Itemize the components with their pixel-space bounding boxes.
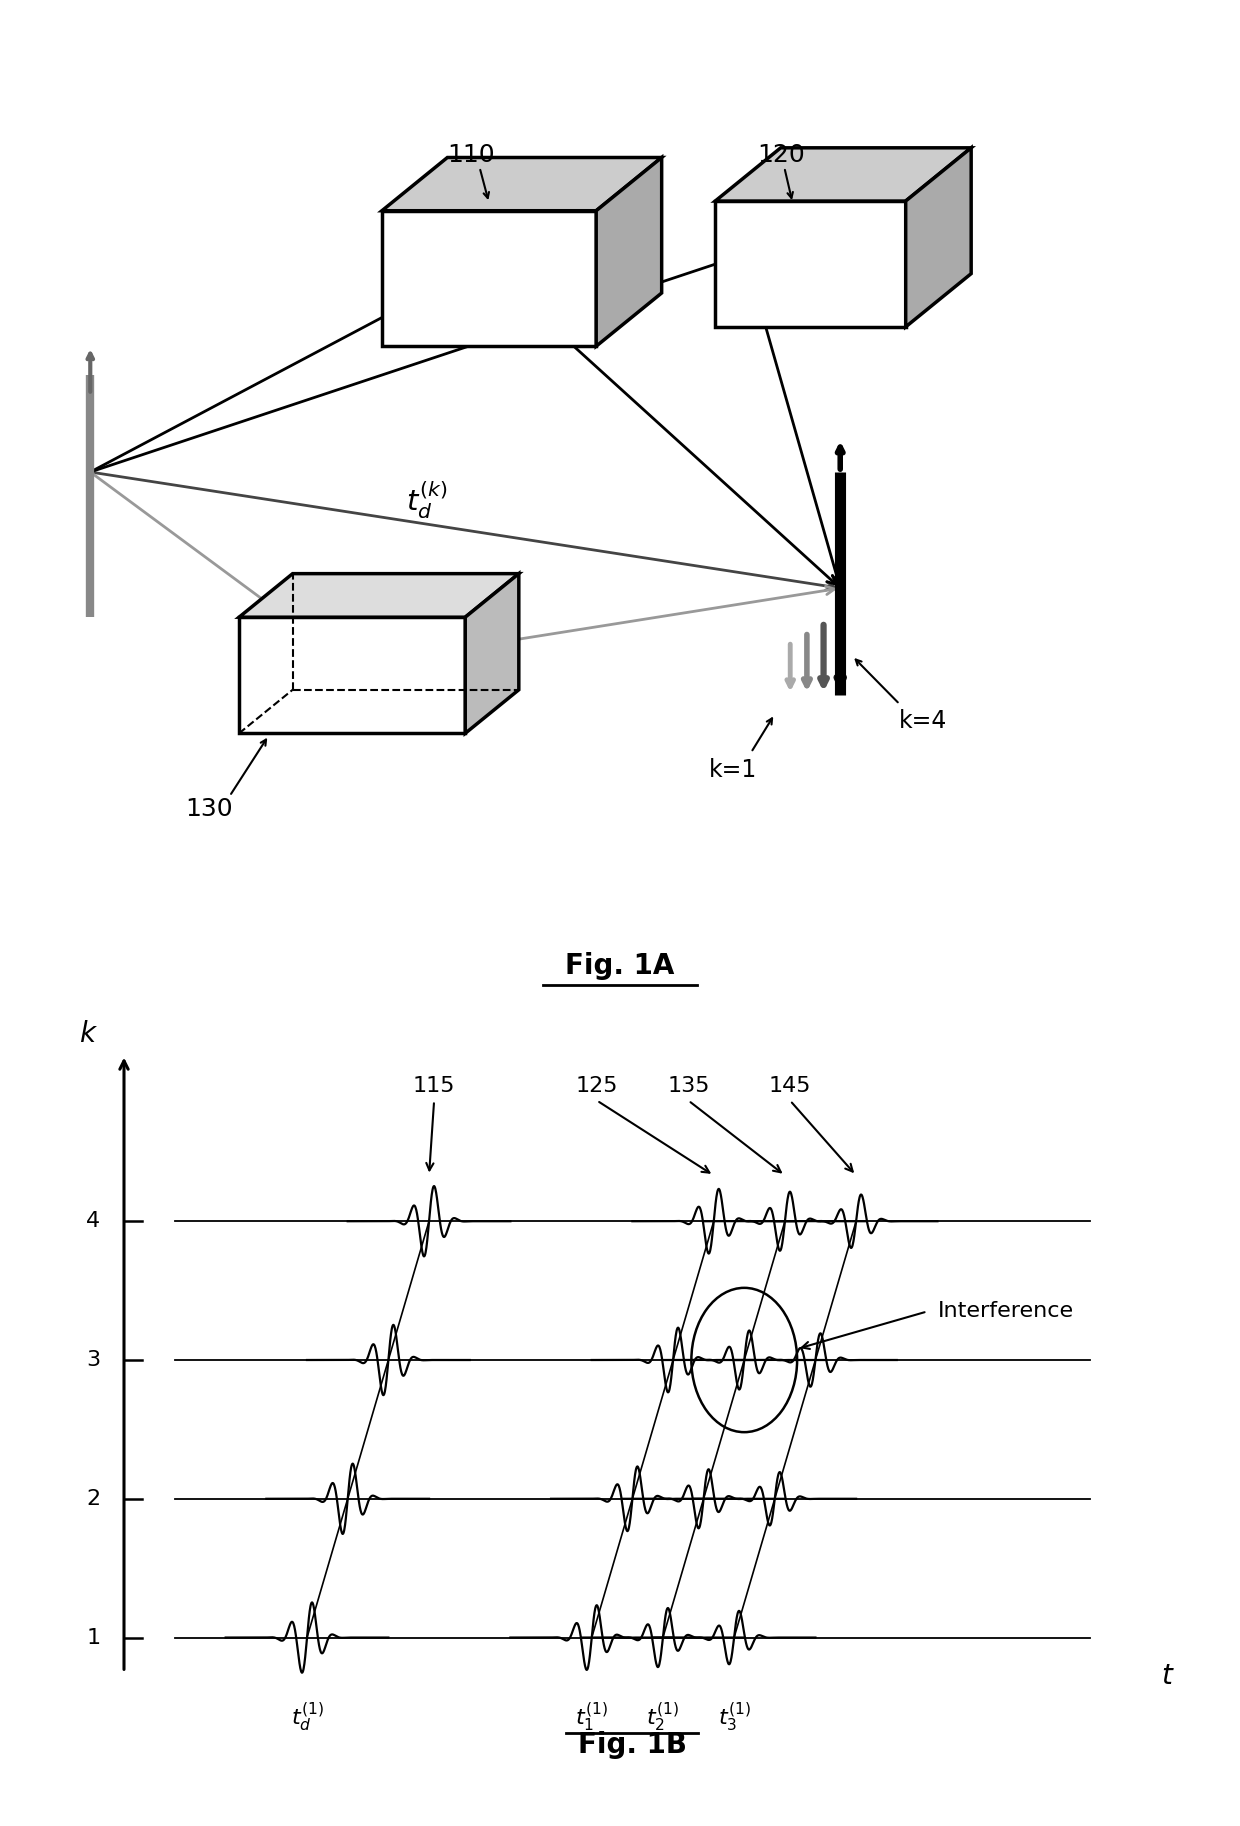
Text: 120: 120 <box>756 142 805 168</box>
Text: 115: 115 <box>413 1076 455 1096</box>
Text: 145: 145 <box>769 1076 811 1096</box>
Text: 130: 130 <box>186 796 233 820</box>
Polygon shape <box>596 157 662 347</box>
Text: Interference: Interference <box>937 1302 1074 1322</box>
Text: 4: 4 <box>87 1211 100 1231</box>
Polygon shape <box>239 617 465 734</box>
Polygon shape <box>905 148 971 327</box>
Text: 125: 125 <box>575 1076 618 1096</box>
Text: $t_2^{(1)}$: $t_2^{(1)}$ <box>646 1700 680 1733</box>
Polygon shape <box>715 148 971 201</box>
Text: Fig. 1B: Fig. 1B <box>578 1731 687 1758</box>
Text: 110: 110 <box>448 142 495 168</box>
Text: Fig. 1A: Fig. 1A <box>565 951 675 979</box>
Text: 135: 135 <box>667 1076 709 1096</box>
Text: 2: 2 <box>87 1488 100 1508</box>
Text: $t_d^{(k)}$: $t_d^{(k)}$ <box>405 480 446 520</box>
Text: k=4: k=4 <box>899 710 947 734</box>
Text: $t_3^{(1)}$: $t_3^{(1)}$ <box>718 1700 750 1733</box>
Text: $t_d^{(1)}$: $t_d^{(1)}$ <box>290 1700 324 1733</box>
Polygon shape <box>382 157 662 210</box>
Text: $k$: $k$ <box>79 1019 98 1048</box>
Text: 1: 1 <box>87 1627 100 1647</box>
Text: $t$: $t$ <box>1161 1662 1174 1691</box>
Text: 3: 3 <box>87 1349 100 1370</box>
Text: $t_1^{(1)}$: $t_1^{(1)}$ <box>575 1700 608 1733</box>
Polygon shape <box>715 201 905 327</box>
Text: k=1: k=1 <box>709 758 758 782</box>
Polygon shape <box>382 210 596 347</box>
Polygon shape <box>239 573 518 617</box>
Polygon shape <box>465 573 518 734</box>
